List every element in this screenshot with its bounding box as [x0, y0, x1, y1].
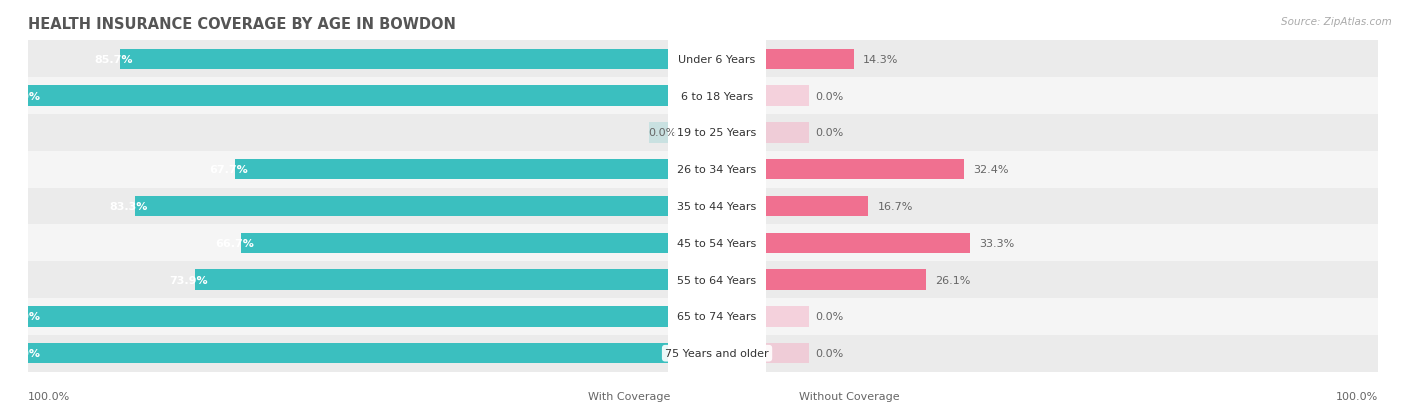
Text: 0.0%: 0.0% [815, 348, 844, 358]
Bar [28, 335, 668, 372]
Bar [766, 270, 927, 290]
Text: 0.0%: 0.0% [815, 312, 844, 322]
Bar [766, 343, 808, 363]
Text: 6 to 18 Years: 6 to 18 Years [681, 91, 754, 101]
Text: 45 to 54 Years: 45 to 54 Years [678, 238, 756, 248]
Bar [28, 306, 668, 327]
Text: 26.1%: 26.1% [935, 275, 970, 285]
Bar [28, 298, 668, 335]
Text: HEALTH INSURANCE COVERAGE BY AGE IN BOWDON: HEALTH INSURANCE COVERAGE BY AGE IN BOWD… [28, 17, 456, 31]
Bar [766, 233, 970, 253]
Bar [28, 86, 668, 107]
Text: 33.3%: 33.3% [979, 238, 1014, 248]
Bar [766, 123, 808, 143]
Text: 55 to 64 Years: 55 to 64 Years [678, 275, 756, 285]
Text: Without Coverage: Without Coverage [799, 392, 900, 401]
Bar [766, 152, 1378, 188]
Bar [766, 86, 808, 107]
Bar [766, 50, 853, 70]
Text: 16.7%: 16.7% [877, 202, 912, 211]
Bar [766, 335, 1378, 372]
Text: 83.3%: 83.3% [110, 202, 148, 211]
Bar [766, 225, 1378, 261]
Text: Under 6 Years: Under 6 Years [679, 55, 755, 65]
Text: 100.0%: 100.0% [0, 312, 41, 322]
Text: Source: ZipAtlas.com: Source: ZipAtlas.com [1281, 17, 1392, 26]
Text: 19 to 25 Years: 19 to 25 Years [678, 128, 756, 138]
Text: 0.0%: 0.0% [648, 128, 676, 138]
Bar [766, 78, 1378, 115]
Text: 32.4%: 32.4% [973, 165, 1010, 175]
Bar [28, 261, 668, 298]
Text: With Coverage: With Coverage [588, 392, 671, 401]
Text: 100.0%: 100.0% [0, 91, 41, 101]
Text: 0.0%: 0.0% [815, 91, 844, 101]
Bar [766, 306, 808, 327]
Bar [28, 225, 668, 261]
Text: 85.7%: 85.7% [94, 55, 132, 65]
Bar [195, 270, 668, 290]
Bar [135, 197, 668, 216]
Text: 14.3%: 14.3% [863, 55, 898, 65]
Bar [766, 197, 869, 216]
Bar [28, 41, 668, 78]
Bar [120, 50, 668, 70]
Bar [28, 115, 668, 152]
Text: 65 to 74 Years: 65 to 74 Years [678, 312, 756, 322]
Text: 0.0%: 0.0% [815, 128, 844, 138]
Bar [28, 343, 668, 363]
Bar [766, 261, 1378, 298]
Bar [235, 160, 668, 180]
Bar [242, 233, 668, 253]
Text: 26 to 34 Years: 26 to 34 Years [678, 165, 756, 175]
Bar [766, 188, 1378, 225]
Bar [648, 123, 668, 143]
Text: 67.7%: 67.7% [209, 165, 247, 175]
Text: 100.0%: 100.0% [0, 348, 41, 358]
Text: 100.0%: 100.0% [28, 392, 70, 401]
Text: 73.9%: 73.9% [169, 275, 208, 285]
Bar [766, 41, 1378, 78]
Text: 100.0%: 100.0% [1336, 392, 1378, 401]
Text: 35 to 44 Years: 35 to 44 Years [678, 202, 756, 211]
Bar [766, 160, 965, 180]
Bar [28, 188, 668, 225]
Bar [766, 115, 1378, 152]
Bar [28, 78, 668, 115]
Text: 75 Years and older: 75 Years and older [665, 348, 769, 358]
Bar [766, 298, 1378, 335]
Text: 66.7%: 66.7% [215, 238, 254, 248]
Bar [28, 152, 668, 188]
